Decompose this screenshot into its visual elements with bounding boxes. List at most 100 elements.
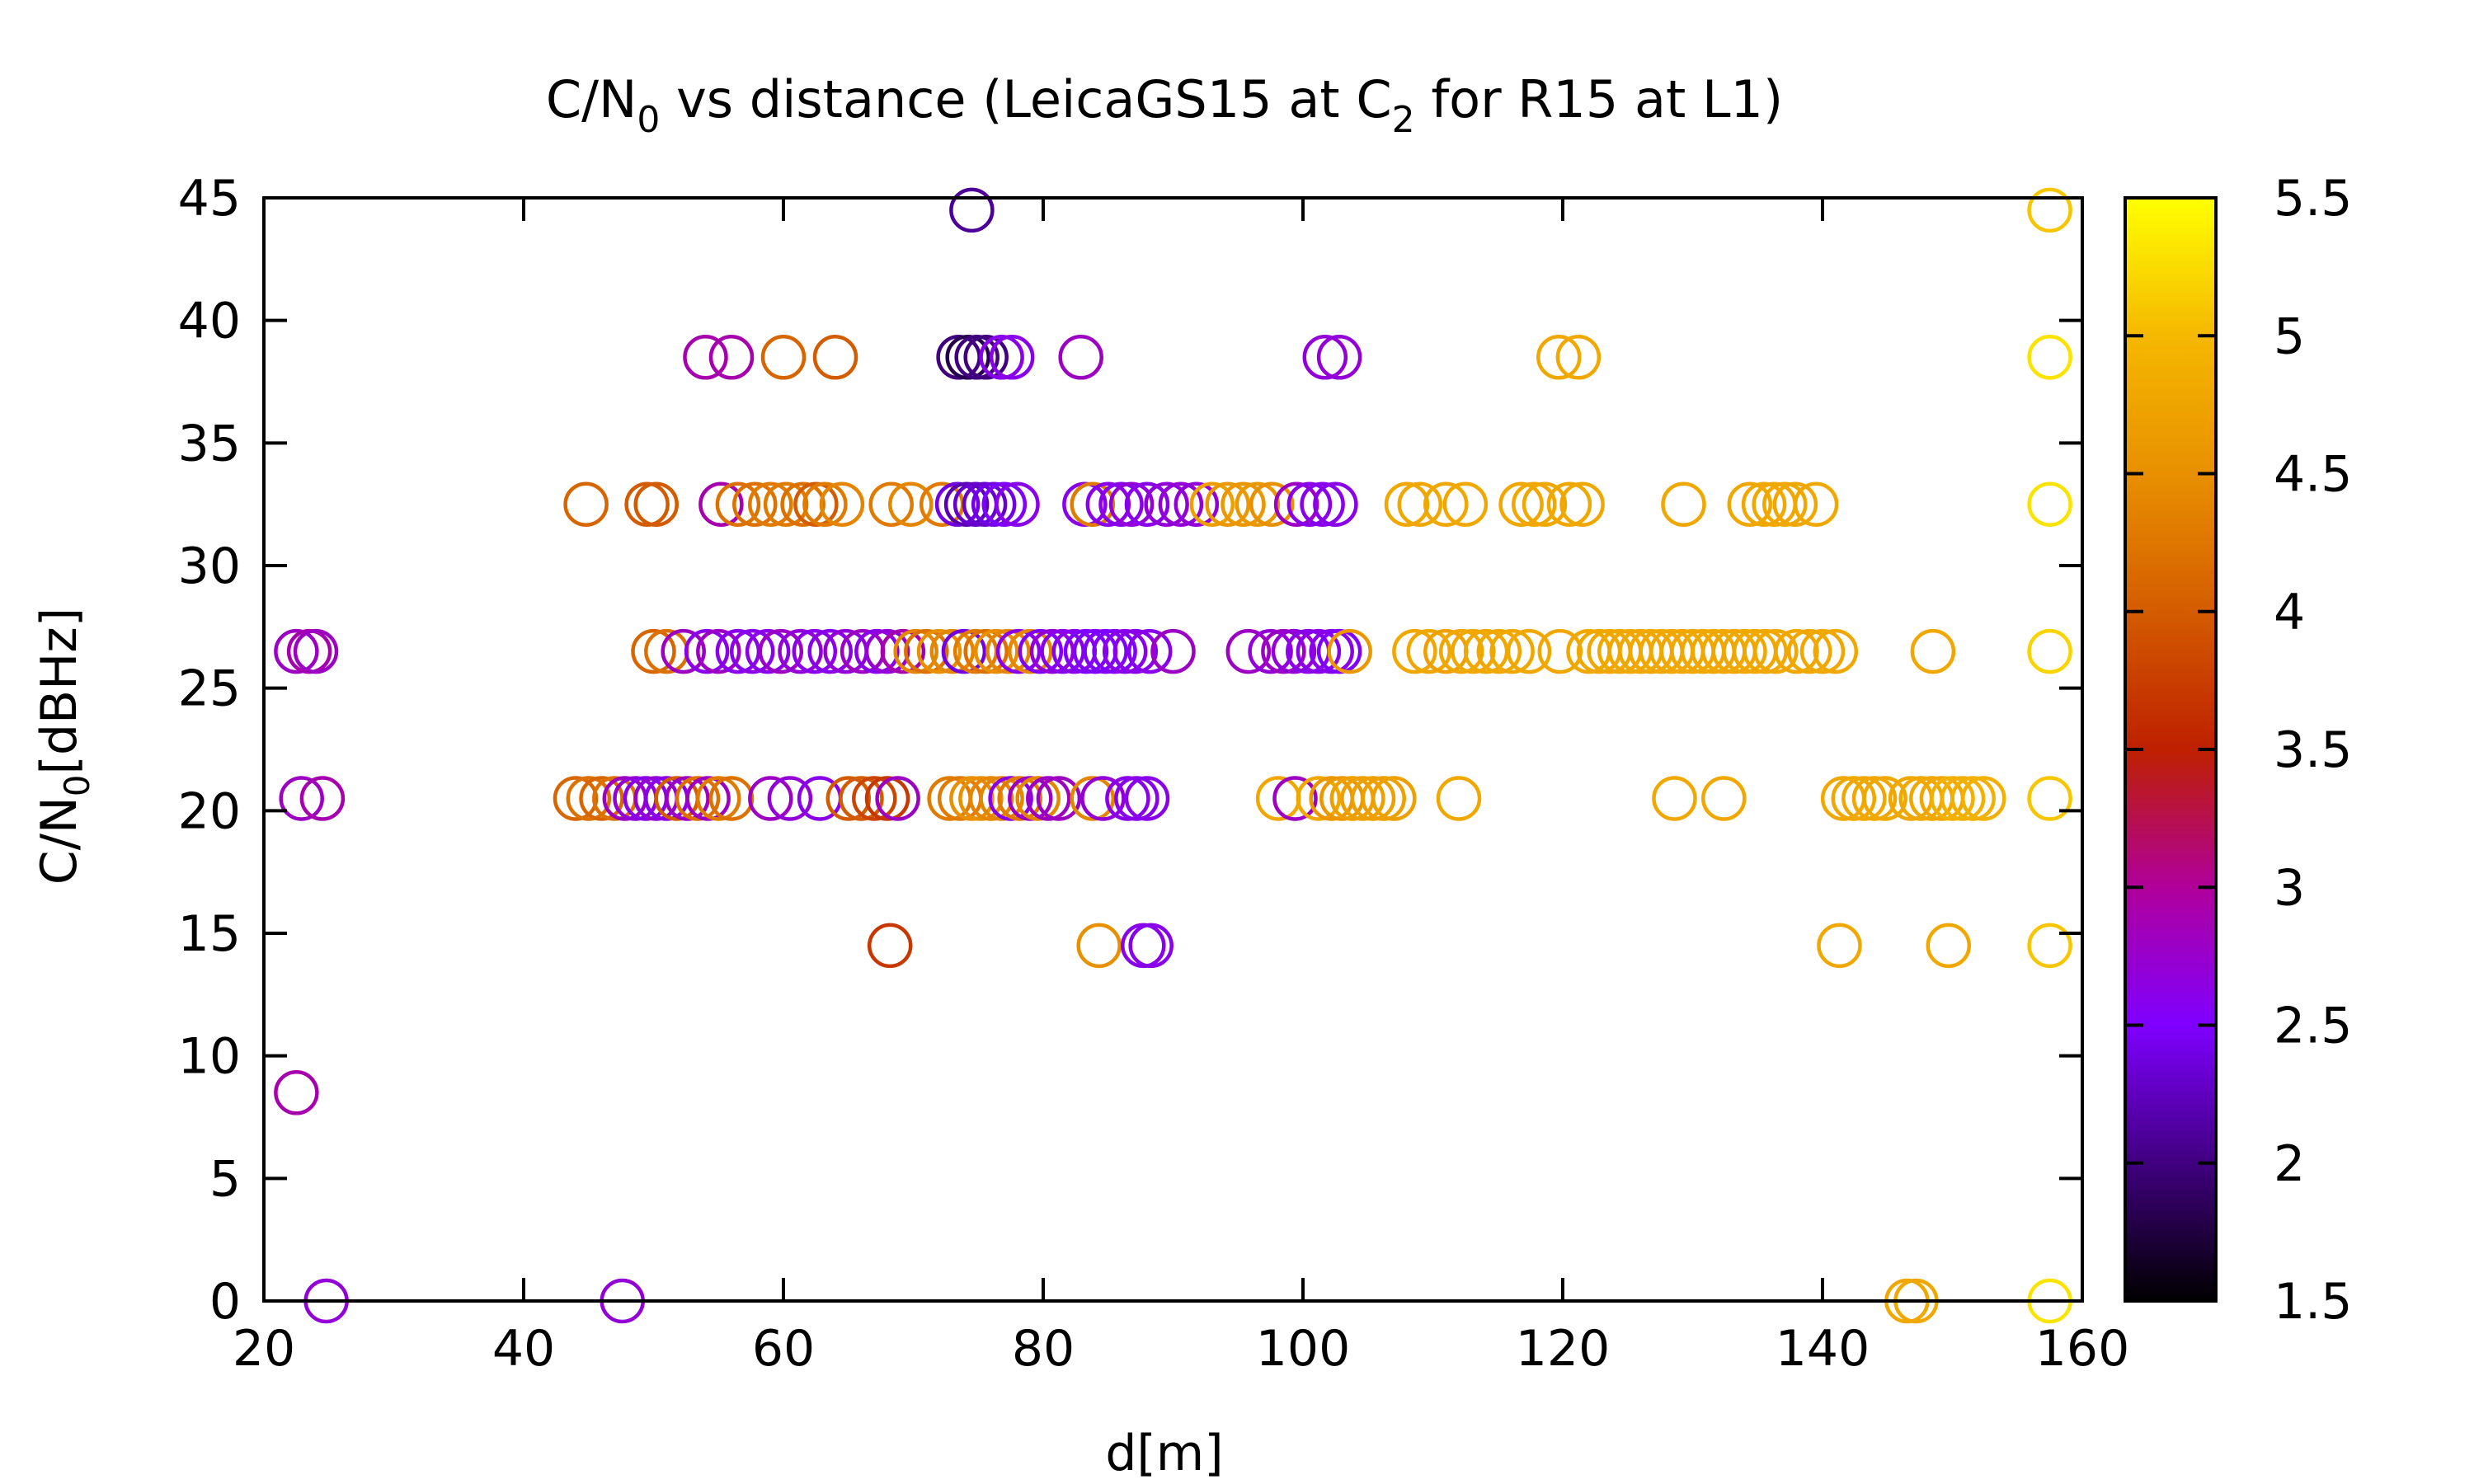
data-point: [1327, 628, 1372, 674]
data-point: [989, 335, 1035, 380]
data-point: [997, 776, 1042, 821]
y-axis-label: C/N0[dBHz]: [31, 608, 97, 885]
data-point: [2027, 923, 2072, 969]
data-point: [1817, 923, 1862, 969]
y-tick-label: 20: [178, 782, 241, 840]
data-point: [867, 923, 913, 969]
data-point: [1150, 628, 1196, 674]
data-point: [979, 335, 1024, 380]
data-point: [1512, 481, 1557, 527]
y-tick-label: 45: [178, 170, 241, 228]
data-point: [1438, 628, 1484, 674]
data-point: [968, 776, 1014, 821]
data-point: [715, 481, 761, 527]
data-point: [793, 481, 839, 527]
data-point: [778, 628, 823, 674]
data-point: [1753, 628, 1799, 674]
data-point: [949, 187, 995, 233]
data-point: [1350, 776, 1396, 821]
data-point: [633, 481, 679, 527]
data-point: [974, 628, 1019, 674]
data-point: [1036, 776, 1082, 821]
data-point: [1316, 335, 1362, 380]
data-point: [1286, 481, 1333, 527]
data-point: [1930, 776, 1975, 821]
data-point: [1249, 481, 1295, 527]
data-point: [916, 628, 962, 674]
data-point: [888, 481, 934, 527]
data-point: [683, 335, 728, 380]
data-point: [760, 335, 807, 380]
data-point: [729, 628, 775, 674]
data-point: [1436, 776, 1482, 821]
data-point: [812, 335, 858, 380]
chart-title: C/N0 vs distance (LeicaGS15 at C2 for R1…: [546, 69, 1783, 141]
data-point: [1272, 776, 1318, 821]
data-point: [631, 628, 676, 674]
data-point: [732, 481, 778, 527]
x-tick-label: 100: [1256, 1320, 1351, 1378]
data-point: [1174, 481, 1220, 527]
data-point: [1451, 628, 1496, 674]
data-point: [1661, 481, 1706, 527]
data-point: [1423, 481, 1469, 527]
data-point: [1112, 628, 1159, 674]
data-point: [1841, 776, 1887, 821]
data-point: [1221, 481, 1266, 527]
data-point: [1442, 481, 1489, 527]
data-point: [875, 776, 920, 821]
data-point: [1741, 481, 1787, 527]
data-point: [1302, 335, 1348, 380]
data-point: [745, 628, 791, 674]
x-tick-label: 20: [233, 1320, 295, 1378]
data-point: [1793, 481, 1839, 527]
data-point: [963, 628, 1009, 674]
colorbar-tick-label: 5.5: [2274, 170, 2352, 228]
data-point: [1498, 481, 1544, 527]
data-point: [1961, 776, 2006, 821]
data-point: [1340, 776, 1385, 821]
colorbar-tick-label: 3: [2274, 859, 2305, 917]
data-point: [864, 628, 910, 674]
data-point: [945, 335, 990, 380]
data-point: [941, 628, 987, 674]
colorbar-tick-label: 4: [2274, 584, 2305, 641]
data-point: [1851, 776, 1898, 821]
data-point: [979, 776, 1024, 821]
data-point: [1085, 481, 1131, 527]
data-point: [934, 481, 981, 527]
data-point: [708, 776, 755, 821]
data-point: [1813, 628, 1859, 674]
y-tick-label: 0: [209, 1273, 241, 1331]
data-point: [954, 335, 999, 380]
data-point: [1144, 481, 1189, 527]
data-point: [1722, 628, 1767, 674]
data-point: [685, 776, 731, 821]
data-point: [2027, 335, 2072, 380]
data-point: [1083, 628, 1128, 674]
data-point: [780, 481, 825, 527]
y-tick-label: 35: [178, 415, 241, 472]
data-point: [1371, 776, 1417, 821]
data-point: [958, 776, 1004, 821]
data-points: [274, 187, 2072, 1324]
colorbar-tick-label: 4.5: [2274, 446, 2352, 504]
y-tick-label: 25: [178, 660, 241, 718]
data-point: [2027, 481, 2072, 527]
data-point: [1076, 923, 1122, 969]
data-point: [1015, 776, 1061, 821]
data-point: [1536, 335, 1582, 380]
data-point: [1950, 776, 1996, 821]
data-point: [1008, 628, 1053, 674]
y-tick-label: 30: [178, 538, 241, 595]
data-point: [1940, 776, 1986, 821]
data-point: [2027, 776, 2072, 821]
axes: 20 40 60 80 100 120 140 160 0 5 10 15 20 25 30 35 40 45: [178, 170, 2130, 1378]
data-point: [1406, 628, 1452, 674]
plot-frame: [262, 196, 2084, 1303]
data-point: [1476, 628, 1522, 674]
data-point: [1158, 481, 1204, 527]
data-point: [2027, 187, 2072, 233]
data-point: [1126, 628, 1173, 674]
